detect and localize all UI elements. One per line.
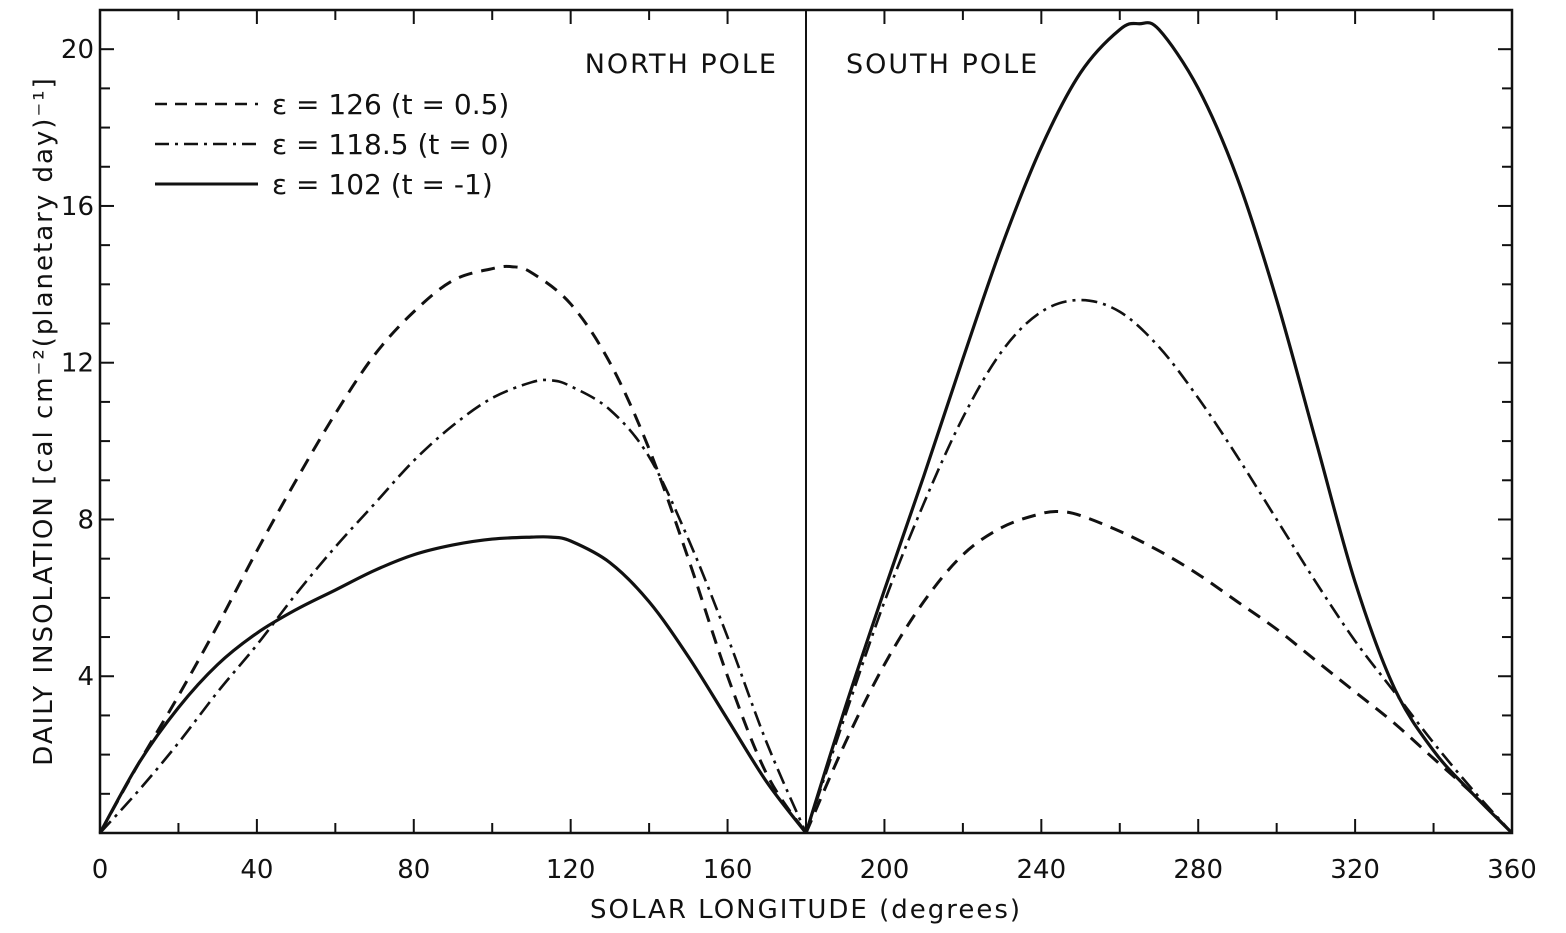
legend-label-1: ε = 118.5 (t = 0) [272,128,509,161]
x-tick-label: 240 [1017,855,1067,885]
y-tick-label: 12 [61,349,94,379]
series-line-dashdot-north [99,378,808,834]
y-tick-label: 4 [77,662,94,692]
axis-ticks: 0 40 80 120 160 200 240 280 320 360 4 8 12 16 20 [61,10,1537,885]
legend-label-2: ε = 102 (t = -1) [272,168,493,201]
x-tick-label: 200 [860,855,910,885]
series-line-dashed-north [98,264,808,834]
series-line-dashed-south [804,509,1514,835]
region-label-north: NORTH POLE [585,49,778,80]
y-tick-label: 20 [61,35,94,65]
x-tick-label: 0 [92,855,109,885]
x-tick-label: 280 [1173,855,1223,885]
series-line-solid-north [98,535,808,834]
region-label-south: SOUTH POLE [846,49,1039,80]
x-tick-label: 160 [703,855,753,885]
legend-label-0: ε = 126 (t = 0.5) [272,88,509,121]
x-tick-label: 40 [240,855,273,885]
y-tick-label: 8 [77,505,94,535]
x-tick-label: 320 [1330,855,1380,885]
y-tick-label: 16 [61,192,94,222]
y-axis-title: DAILY INSOLATION [cal cm⁻²(planetary day… [29,76,59,766]
x-tick-label: 80 [397,855,430,885]
series-layer [98,21,1514,835]
series-line-solid-south [804,21,1514,835]
x-tick-label: 120 [546,855,596,885]
series-line-dashdot-south [804,298,1513,834]
legend: ε = 126 (t = 0.5) ε = 118.5 (t = 0) ε = … [155,88,509,201]
x-axis-title: SOLAR LONGITUDE (degrees) [590,895,1022,925]
x-tick-label: 360 [1487,855,1537,885]
